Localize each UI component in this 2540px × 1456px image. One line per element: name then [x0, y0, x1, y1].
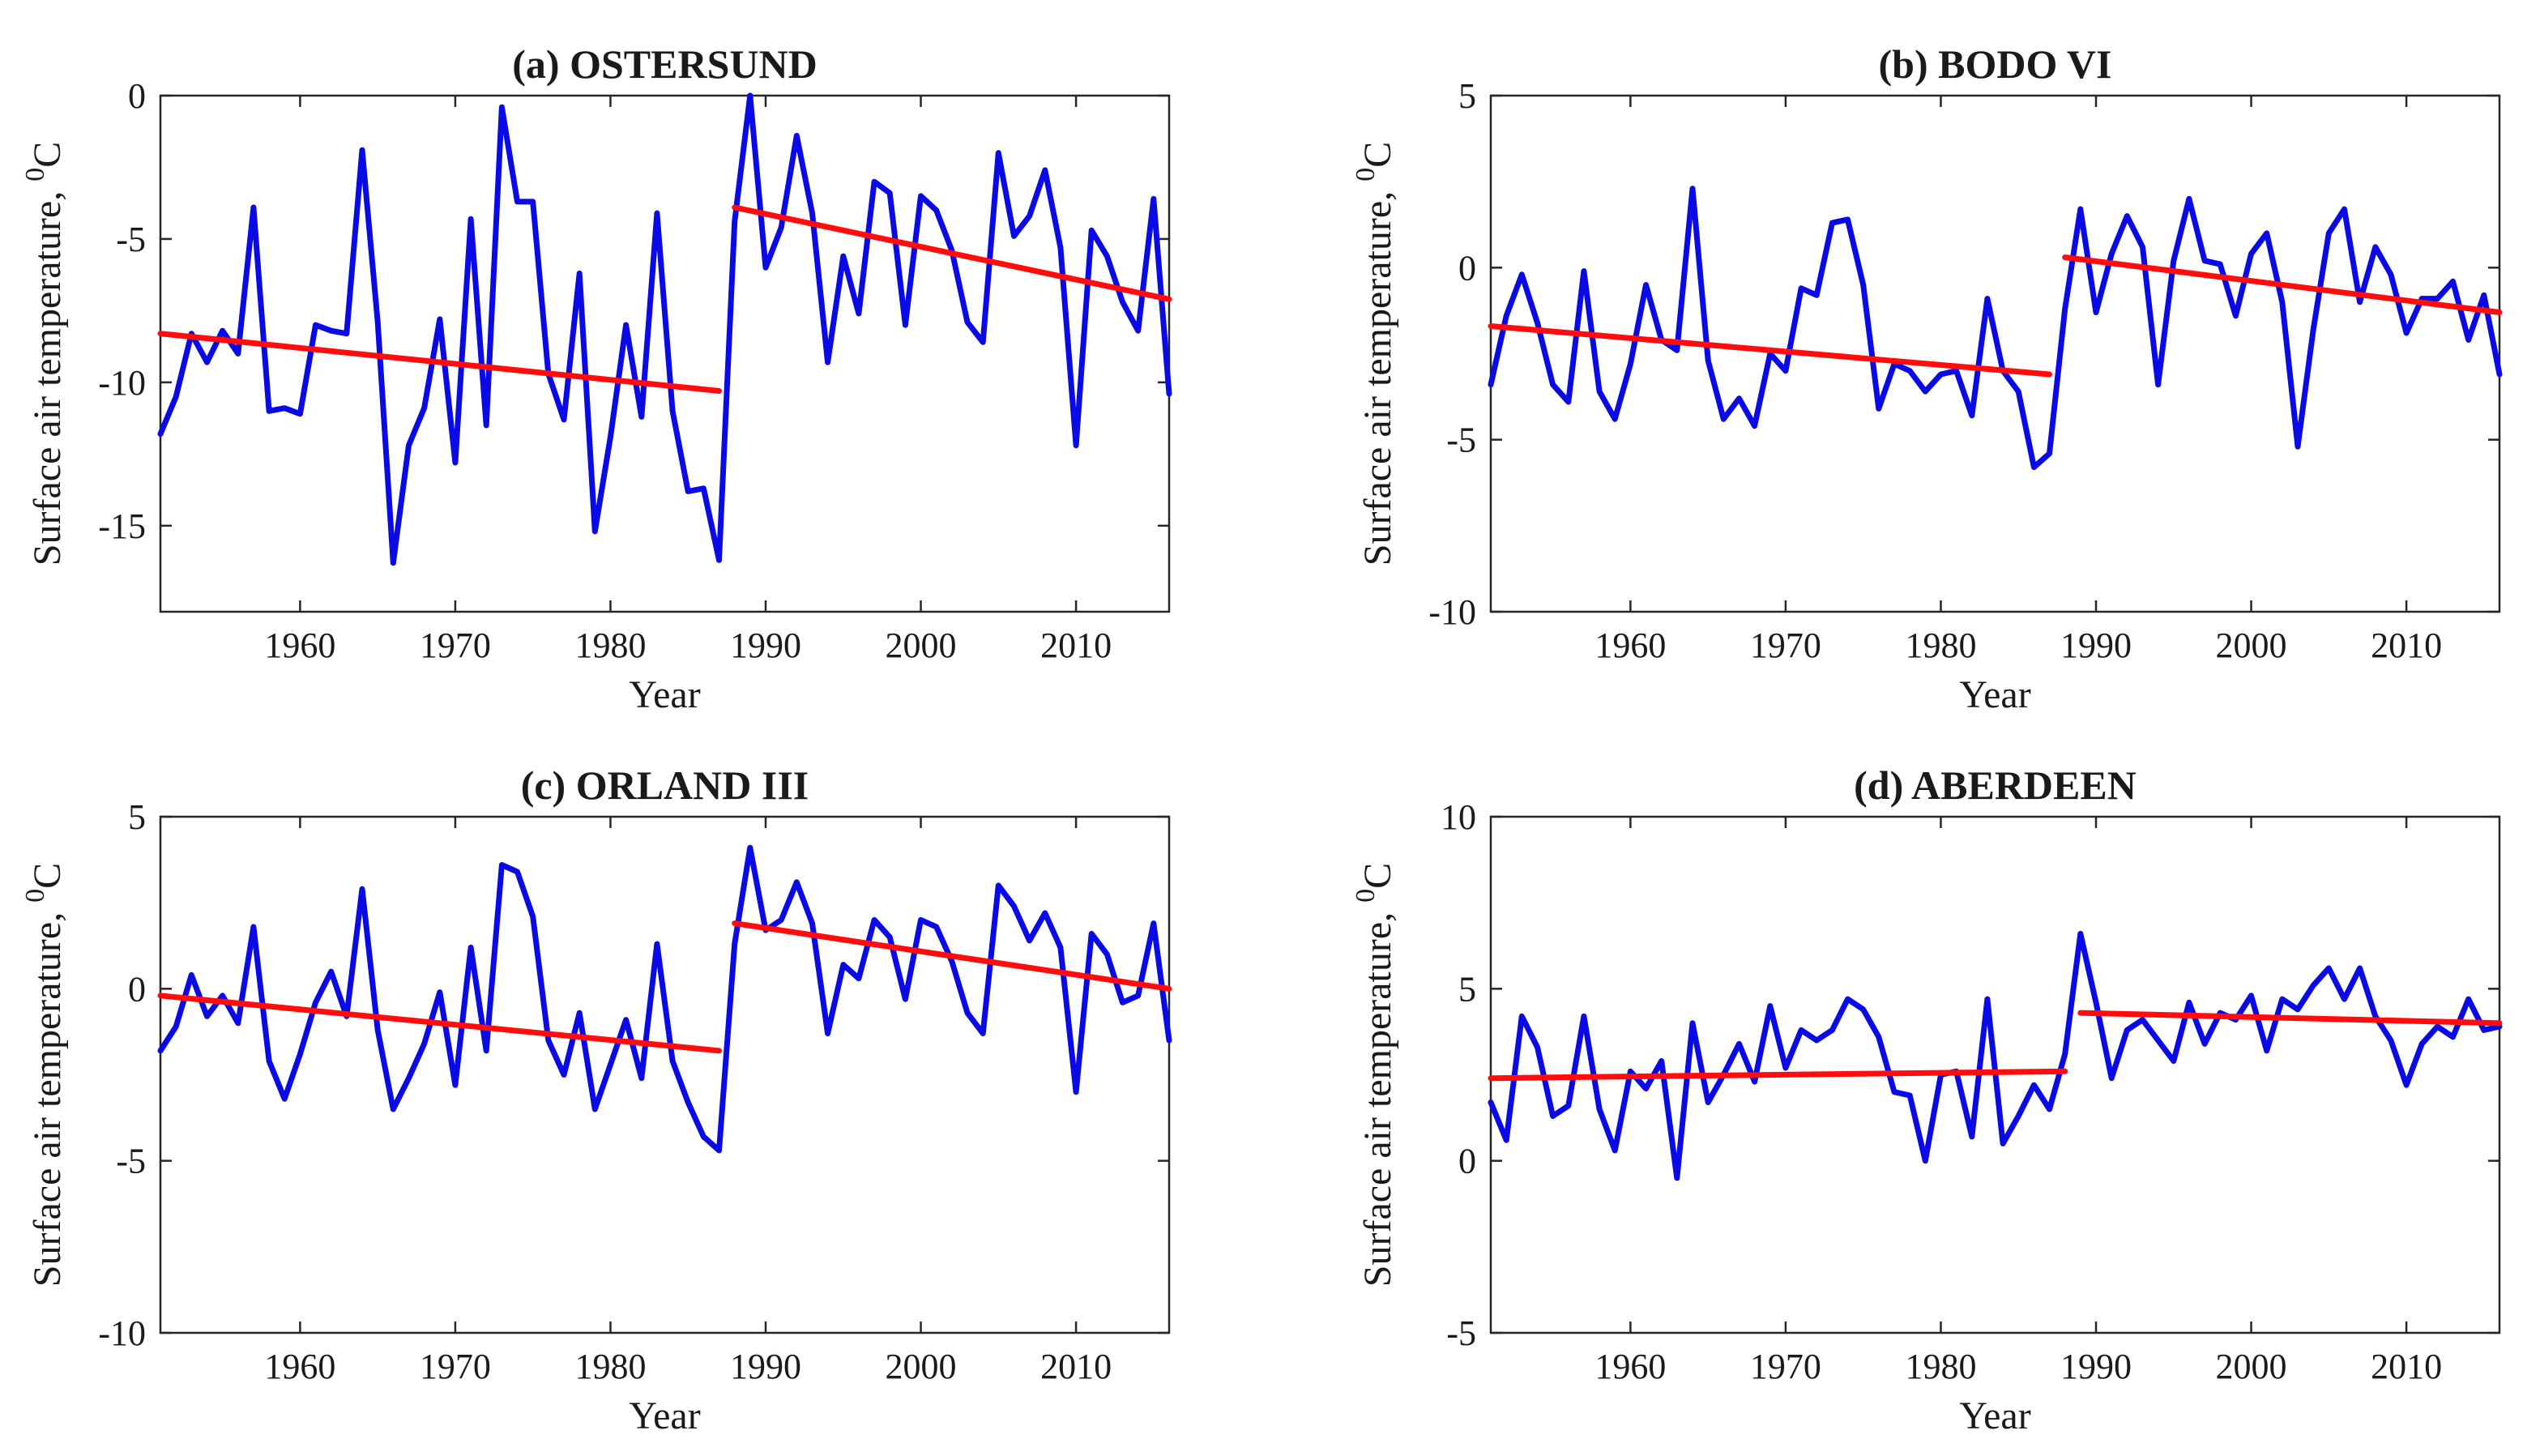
y-tick-label: 0: [1458, 1142, 1476, 1181]
y-tick-label: -10: [1428, 592, 1476, 632]
axes-frame: [1489, 815, 2501, 1334]
y-tick-label: 5: [1458, 969, 1476, 1009]
y-axis-label-unit: C: [1356, 863, 1399, 889]
x-tick-label: 1970: [420, 1347, 491, 1386]
x-tick-label: 1990: [2060, 1347, 2132, 1386]
y-axis-label-degree: 0: [20, 168, 50, 181]
x-tick-label: 1980: [574, 1347, 646, 1386]
y-tick-label: 5: [128, 797, 146, 837]
y-axis-label-unit: C: [1356, 142, 1399, 168]
chart-title: (c) ORLAND III: [521, 762, 809, 808]
x-axis-label: Year: [1959, 1394, 2030, 1437]
x-axis-label: Year: [1959, 673, 2030, 716]
y-tick-label: -5: [1446, 421, 1476, 460]
y-axis-label: Surface air temperature, 0C: [20, 142, 69, 566]
x-tick-label: 2000: [2216, 1347, 2287, 1386]
trend-line: [2077, 1010, 2503, 1027]
trend-line: [157, 993, 722, 1054]
x-tick-label: 2010: [2371, 626, 2442, 665]
y-tick-label: 10: [1441, 797, 1476, 837]
y-axis-label-degree: 0: [1351, 168, 1381, 181]
y-axis-label: Surface air temperature, 0C: [1351, 863, 1399, 1287]
x-tick-label: 1960: [264, 1347, 335, 1386]
y-tick-label: 0: [128, 76, 146, 116]
trend-line: [1488, 323, 2052, 378]
x-tick-label: 1970: [1750, 1347, 1821, 1386]
y-axis-label-degree: 0: [1351, 889, 1381, 903]
y-tick-label: -5: [116, 220, 146, 259]
x-tick-label: 1980: [1905, 1347, 1976, 1386]
trend-line: [157, 331, 722, 394]
x-axis-label: Year: [629, 1394, 700, 1437]
y-axis-label: Surface air temperature, 0C: [1351, 142, 1399, 566]
temperature-series-line: [157, 844, 1172, 1154]
y-axis-label-degree: 0: [20, 889, 50, 903]
temperature-series-line: [1488, 186, 2503, 471]
chart-title: (a) OSTERSUND: [512, 41, 817, 87]
y-axis-label-unit: C: [26, 863, 69, 889]
x-axis-label: Year: [629, 673, 700, 716]
trend-line: [1488, 1068, 2068, 1082]
x-tick-label: 2000: [886, 1347, 957, 1386]
y-tick-label: -5: [1446, 1313, 1476, 1353]
chart-title: (b) BODO VI: [1878, 41, 2111, 87]
x-tick-label: 2010: [2371, 1347, 2442, 1386]
y-tick-label: 0: [128, 969, 146, 1009]
x-tick-label: 2010: [1040, 1347, 1112, 1386]
trend-line: [732, 204, 1172, 302]
axes-frame: [159, 94, 1171, 613]
y-tick-label: -15: [98, 506, 146, 546]
panel-b: (b) BODO VI 1960 1970 1980 1990 2000 2010 5 0 -5 -…: [1351, 41, 2503, 716]
x-tick-label: 1990: [730, 626, 801, 665]
y-axis-label-text: Surface air temperature,: [26, 181, 69, 566]
y-axis-label: Surface air temperature, 0C: [20, 863, 69, 1287]
panel-a: (a) OSTERSUND 1960 1970 1980 1990 2000 2010 0 -5…: [20, 41, 1172, 716]
x-tick-label: 1980: [574, 626, 646, 665]
x-tick-label: 1980: [1905, 626, 1976, 665]
y-tick-label: 0: [1458, 248, 1476, 288]
x-tick-label: 1960: [1594, 626, 1666, 665]
x-tick-label: 1970: [1750, 626, 1821, 665]
axes-frame: [1489, 94, 2501, 613]
temperature-series-line: [1488, 930, 2503, 1181]
temperature-series-line: [157, 92, 1172, 566]
trend-line: [732, 920, 1172, 992]
y-tick-label: -5: [116, 1142, 146, 1181]
y-axis-label-text: Surface air temperature,: [1356, 903, 1399, 1287]
y-tick-label: -10: [98, 363, 146, 403]
x-tick-label: 2000: [2216, 626, 2287, 665]
x-tick-label: 1960: [264, 626, 335, 665]
x-tick-label: 2000: [886, 626, 957, 665]
y-axis-label-text: Surface air temperature,: [1356, 181, 1399, 566]
x-tick-label: 1970: [420, 626, 491, 665]
y-axis-label-unit: C: [26, 142, 69, 168]
chart-title: (d) ABERDEEN: [1854, 762, 2137, 808]
axes-frame: [159, 815, 1171, 1334]
x-tick-label: 1990: [730, 1347, 801, 1386]
trend-line: [2062, 254, 2503, 315]
x-tick-label: 1990: [2060, 626, 2132, 665]
y-tick-label: 5: [1458, 76, 1476, 116]
x-tick-label: 2010: [1040, 626, 1112, 665]
panel-d: (d) ABERDEEN 1960 1970 1980 1990 2000 2010 10 5 0…: [1351, 762, 2503, 1437]
panel-c: (c) ORLAND III 1960 1970 1980 1990 2000 2010 5 0…: [20, 762, 1172, 1437]
y-axis-label-text: Surface air temperature,: [26, 903, 69, 1287]
x-tick-label: 1960: [1594, 1347, 1666, 1386]
y-tick-label: -10: [98, 1313, 146, 1353]
